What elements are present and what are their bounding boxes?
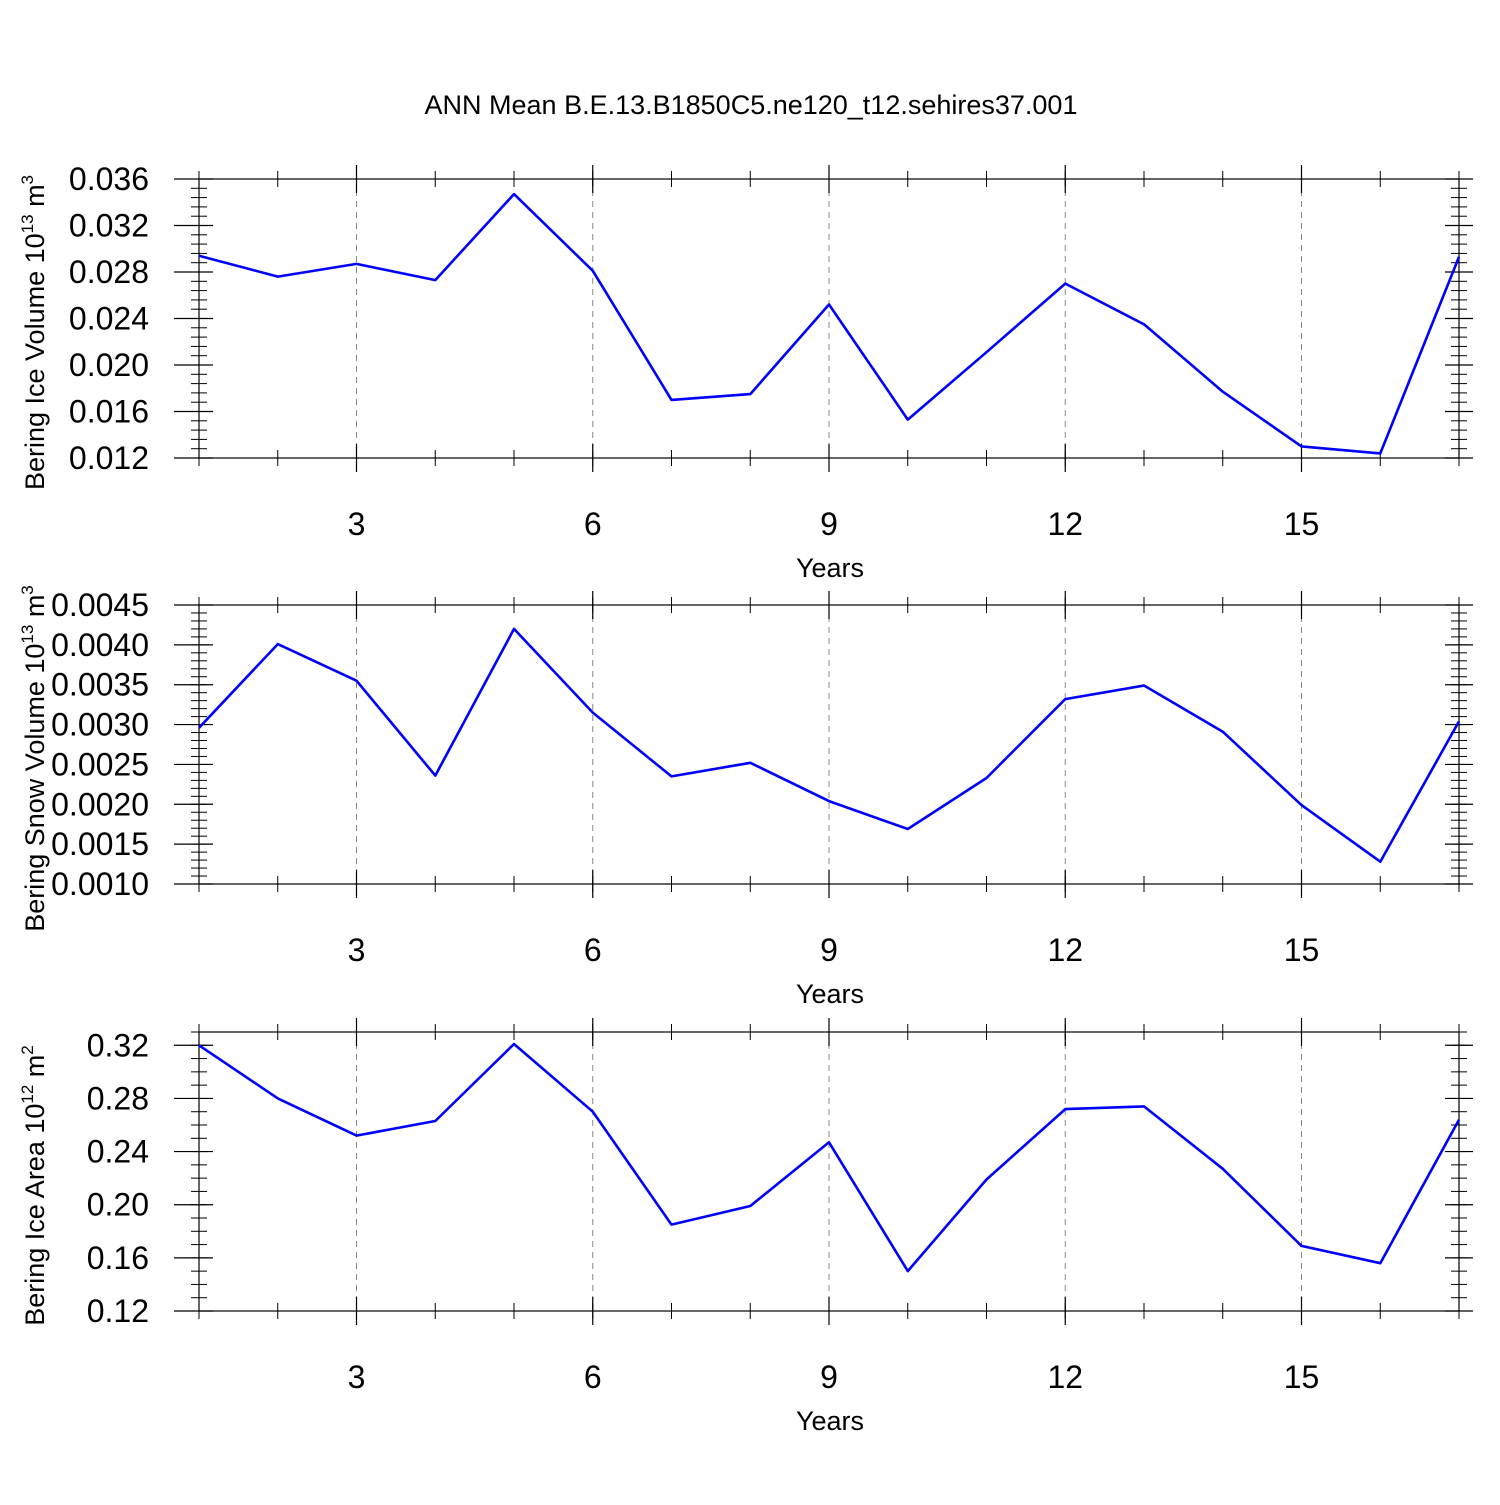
plot-frame <box>198 1031 1460 1312</box>
y-tick-label: 0.016 <box>69 394 149 430</box>
series-line <box>198 192 1461 455</box>
y-tick-label: 0.0020 <box>51 786 149 822</box>
panel-1: 0.012 0.016 0.020 0.024 0.028 0.032 0.036 3 6 9 12… <box>18 161 1473 583</box>
y-axis-label: Bering Snow Volume 1013 m3 <box>18 585 50 932</box>
x-tick-label: 9 <box>820 932 838 968</box>
y-tick-label: 0.28 <box>87 1080 149 1116</box>
x-tick-label: 15 <box>1284 1359 1320 1395</box>
y-tick-label: 0.020 <box>69 347 149 383</box>
panel-3: 0.12 0.16 0.20 0.24 0.28 0.32 3 6 9 12 15 Years Beri… <box>18 1018 1473 1436</box>
y-tick-label: 0.0040 <box>51 627 149 663</box>
x-axis-label: Years <box>796 553 864 583</box>
figure-title: ANN Mean B.E.13.B1850C5.ne120_t12.sehire… <box>425 90 1078 120</box>
plot-frame <box>198 178 1460 459</box>
x-tick-label: 3 <box>348 506 366 542</box>
x-tick-label: 6 <box>584 1359 602 1395</box>
y-tick-label: 0.012 <box>69 440 149 476</box>
x-axis-label: Years <box>796 1406 864 1436</box>
x-axis-label: Years <box>796 979 864 1009</box>
x-tick-label: 3 <box>348 932 366 968</box>
series-line <box>198 1042 1461 1273</box>
x-tick-label: 3 <box>348 1359 366 1395</box>
x-tick-label: 15 <box>1284 932 1320 968</box>
y-tick-label: 0.0015 <box>51 826 149 862</box>
y-axis-label: Bering Ice Area 1012 m2 <box>18 1045 50 1326</box>
y-tick-label: 0.036 <box>69 161 149 197</box>
y-tick-label: 0.0035 <box>51 667 149 703</box>
plot-frame <box>198 604 1460 885</box>
x-tick-label: 15 <box>1284 506 1320 542</box>
y-tick-label: 0.24 <box>87 1134 149 1170</box>
x-tick-label: 12 <box>1047 932 1083 968</box>
y-tick-label: 0.0010 <box>51 866 149 902</box>
x-tick-label: 12 <box>1047 506 1083 542</box>
series-line <box>198 627 1461 864</box>
x-tick-label: 9 <box>820 1359 838 1395</box>
y-axis-label: Bering Ice Volume 1013 m3 <box>18 175 50 490</box>
x-tick-label: 6 <box>584 506 602 542</box>
y-tick-label: 0.028 <box>69 254 149 290</box>
y-tick-label: 0.16 <box>87 1240 149 1276</box>
y-tick-label: 0.12 <box>87 1293 149 1329</box>
y-tick-label: 0.024 <box>69 301 149 337</box>
y-tick-label: 0.32 <box>87 1027 149 1063</box>
y-tick-label: 0.0025 <box>51 746 149 782</box>
y-tick-label: 0.0030 <box>51 707 149 743</box>
x-tick-label: 12 <box>1047 1359 1083 1395</box>
y-tick-label: 0.032 <box>69 208 149 244</box>
x-tick-label: 6 <box>584 932 602 968</box>
y-tick-label: 0.20 <box>87 1187 149 1223</box>
y-tick-label: 0.0045 <box>51 587 149 623</box>
x-tick-label: 9 <box>820 506 838 542</box>
